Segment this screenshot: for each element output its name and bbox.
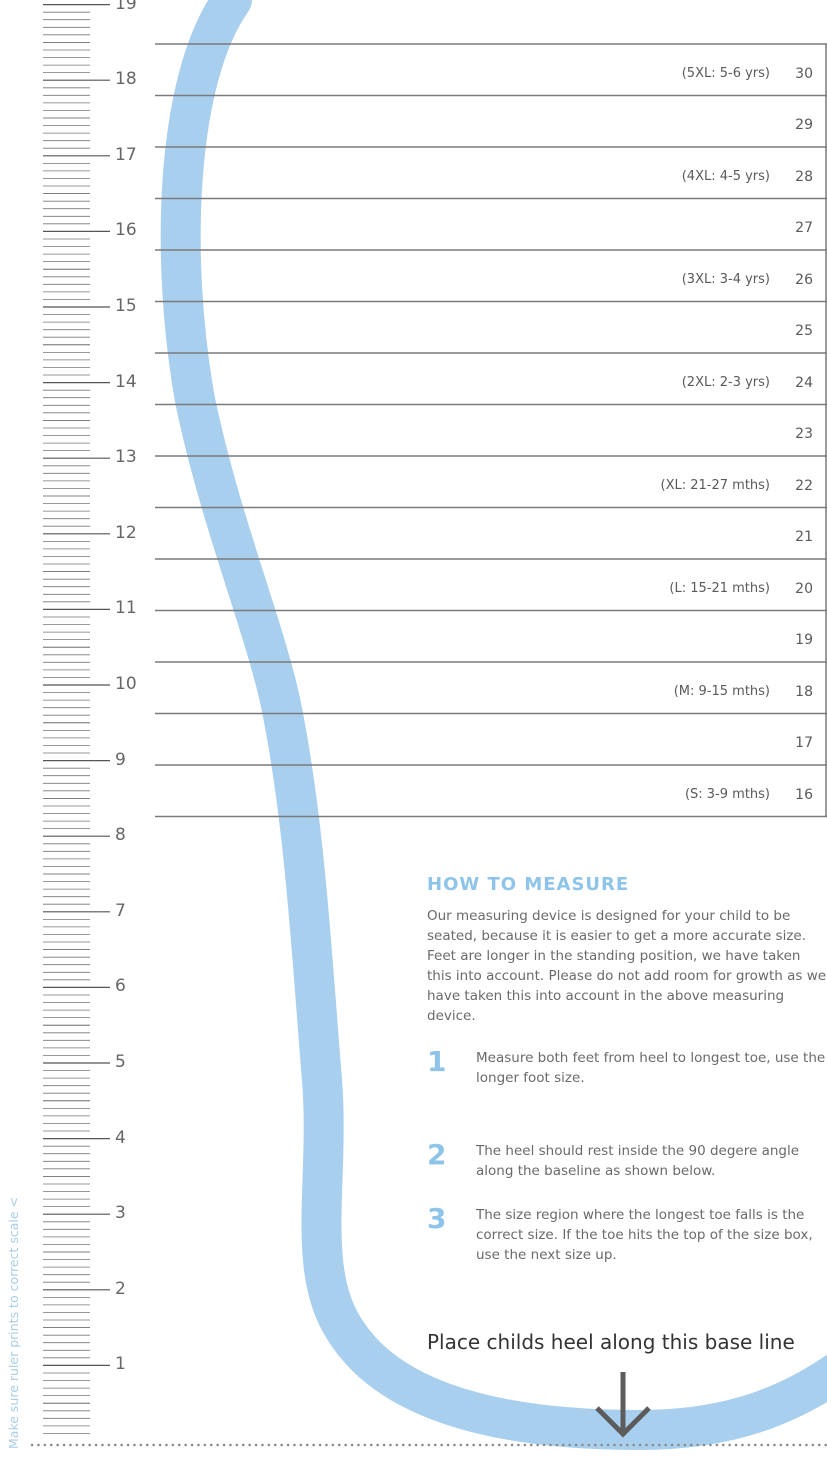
ruler-number: 2 [115, 1279, 126, 1299]
ruler-number: 12 [115, 523, 137, 543]
ruler-number: 19 [115, 0, 137, 14]
ruler-number: 7 [115, 901, 126, 921]
size-number: 28 [795, 169, 813, 185]
ruler-number: 4 [115, 1128, 126, 1148]
size-range-label: (S: 3-9 mths) [684, 787, 770, 802]
size-range-label: (XL: 21-27 mths) [660, 478, 770, 493]
ruler-number: 15 [115, 296, 137, 316]
step-text: The size region where the longest toe fa… [476, 1207, 813, 1263]
size-range-label: (3XL: 3-4 yrs) [681, 272, 770, 287]
size-number: 20 [795, 581, 813, 597]
size-number: 16 [795, 787, 813, 803]
size-number: 27 [795, 220, 813, 236]
size-range-label: (4XL: 4-5 yrs) [681, 169, 770, 184]
size-number: 26 [795, 272, 813, 288]
baseline-instruction: Place childs heel along this base line [427, 1330, 795, 1354]
size-number: 25 [795, 323, 813, 339]
ruler-number: 8 [115, 825, 126, 845]
size-range-label: (M: 9-15 mths) [673, 684, 770, 699]
step-number: 3 [427, 1202, 447, 1235]
ruler-number: 5 [115, 1052, 126, 1072]
ruler-scale-note: Make sure ruler prints to correct scale … [6, 1197, 21, 1449]
size-number: 18 [795, 684, 813, 700]
ruler-number: 18 [115, 69, 137, 89]
size-number: 19 [795, 632, 813, 648]
ruler-number: 11 [115, 598, 137, 618]
ruler-number: 14 [115, 372, 137, 392]
size-number: 17 [795, 735, 813, 751]
size-number: 29 [795, 117, 813, 133]
size-number: 21 [795, 529, 813, 545]
ruler-number: 10 [115, 674, 137, 694]
how-to-measure-title: HOW TO MEASURE [427, 874, 630, 895]
size-lines [155, 43, 827, 818]
size-range-label: (5XL: 5-6 yrs) [681, 66, 770, 81]
step-text: Measure both feet from heel to longest t… [476, 1050, 826, 1086]
ruler-number: 6 [115, 976, 126, 996]
size-number: 23 [795, 426, 813, 442]
ruler-number: 9 [115, 750, 126, 770]
size-range-label: (L: 15-21 mths) [669, 581, 770, 596]
ruler-number: 1 [115, 1354, 126, 1374]
ruler-ticks [43, 3, 110, 1434]
ruler-number: 3 [115, 1203, 126, 1223]
size-number: 30 [795, 66, 813, 82]
size-range-label: (2XL: 2-3 yrs) [681, 375, 770, 390]
size-number: 24 [795, 375, 813, 391]
how-to-measure-section: HOW TO MEASURE Our measuring device is d… [427, 874, 827, 1026]
ruler-number: 13 [115, 447, 137, 467]
step-number: 2 [427, 1138, 447, 1171]
ruler-number: 17 [115, 145, 137, 165]
arrow-down-icon [595, 1372, 651, 1438]
step-number: 1 [427, 1045, 447, 1078]
foot-outline-icon [160, 0, 827, 1451]
size-number: 22 [795, 478, 813, 494]
how-to-measure-intro: Our measuring device is designed for you… [427, 908, 827, 1024]
step-text: The heel should rest inside the 90 deger… [476, 1143, 800, 1179]
ruler-number: 16 [115, 220, 137, 240]
